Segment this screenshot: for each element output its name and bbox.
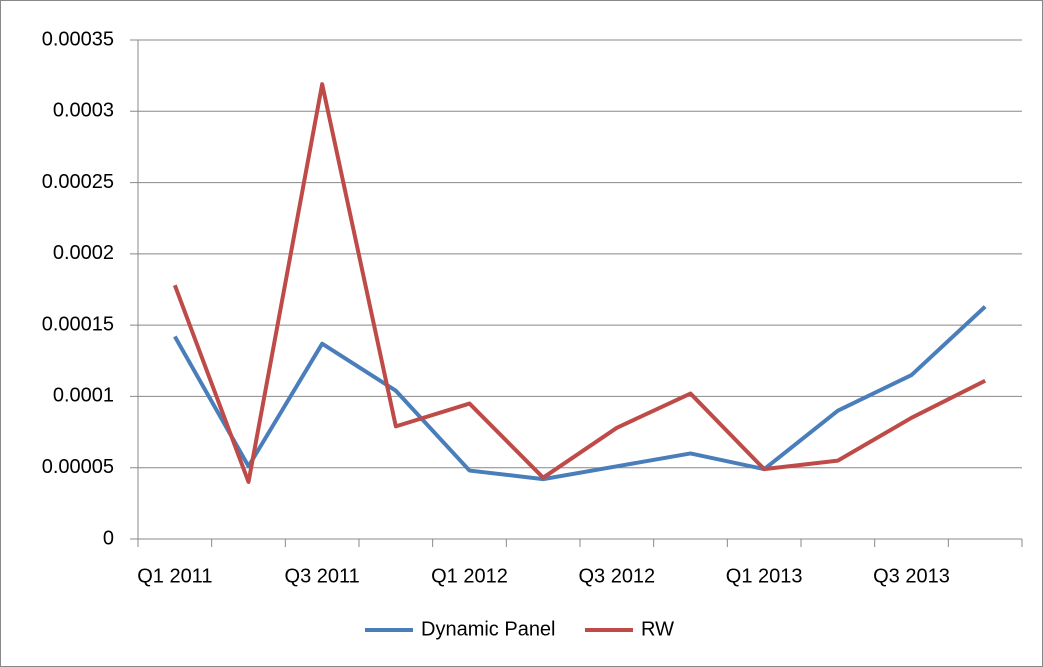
x-tick-label: Q3 2013 xyxy=(873,565,950,587)
y-tick-label: 0.00015 xyxy=(42,313,114,335)
x-tick-label: Q3 2012 xyxy=(578,565,655,587)
legend-label: Dynamic Panel xyxy=(421,618,556,640)
series-line xyxy=(172,82,987,484)
legend-label: RW xyxy=(641,618,674,640)
y-tick-label: 0 xyxy=(103,527,114,549)
y-tick-label: 0.0002 xyxy=(53,242,114,264)
y-tick-label: 0.0003 xyxy=(53,100,114,122)
x-tick-label: Q1 2012 xyxy=(431,565,508,587)
y-tick-label: 0.00035 xyxy=(42,28,114,50)
y-tick-label: 0.00025 xyxy=(42,171,114,193)
x-tick-label: Q3 2011 xyxy=(285,565,360,587)
x-tick-label: Q1 2011 xyxy=(137,565,212,587)
series-line xyxy=(173,305,987,482)
y-tick-label: 0.0001 xyxy=(53,385,114,407)
y-tick-label: 0.00005 xyxy=(42,456,114,478)
x-tick-label: Q1 2013 xyxy=(726,565,803,587)
